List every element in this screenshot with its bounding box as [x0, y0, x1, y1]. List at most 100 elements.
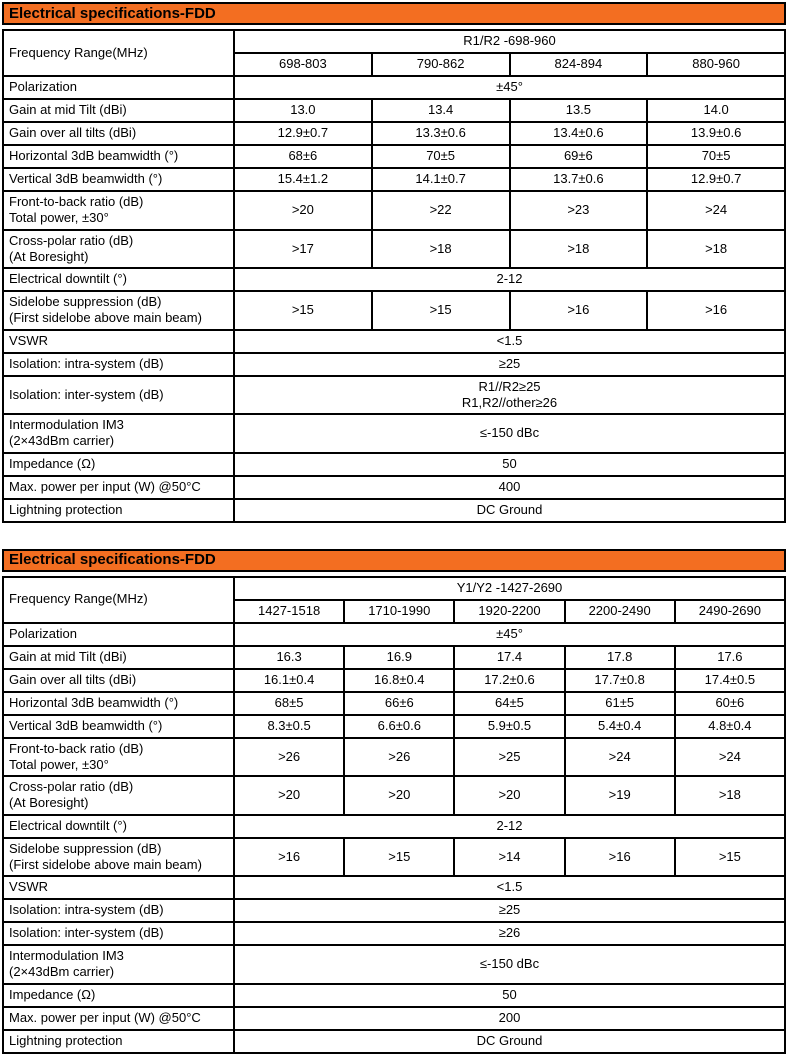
spec-value-cell: <1.5 [233, 875, 786, 900]
spec-value-cell: >20 [453, 775, 566, 816]
frequency-range-row: 698-803 790-862 824-894 880-960 [3, 52, 786, 77]
spec-value-cell: >24 [673, 736, 787, 777]
spec-value-cell: >16 [232, 836, 346, 877]
spec-label-cell: Cross-polar ratio (dB) (At Boresight) [2, 228, 235, 269]
spec-value-cell: >18 [370, 228, 511, 269]
spec-label-cell: Gain at mid Tilt (dBi) [2, 98, 235, 123]
spec-value-cell: 17.7±0.8 [563, 667, 676, 693]
spec-row: Max. power per input (W) @50°C 400 [2, 474, 786, 500]
spec-value-cell: ±45° [233, 75, 786, 100]
electrical-spec-section-r1r2: Electrical specifications-FDD Frequency … [2, 2, 786, 523]
spec-label-cell: Intermodulation IM3 (2×43dBm carrier) [2, 944, 235, 985]
spec-value-cell: 17.4±0.5 [673, 667, 787, 693]
spec-value-cell: ≥25 [233, 351, 786, 377]
spec-row: Horizontal 3dB beamwidth (°) 68±5 66±6 64±5… [2, 690, 787, 716]
spec-row: Cross-polar ratio (dB) (At Boresight) >20… [2, 775, 787, 816]
spec-label-cell: Vertical 3dB beamwidth (°) [2, 167, 235, 192]
frequency-range-cell: 2200-2490 [563, 598, 676, 624]
spec-value-cell: >15 [233, 290, 373, 331]
spec-value-cell: <1.5 [233, 328, 786, 354]
spec-value-cell: 16.3 [232, 644, 346, 670]
spec-value-cell: 14.1±0.7 [370, 167, 511, 192]
spec-row: Lightning protection DC Ground [2, 1028, 786, 1054]
spec-value-cell: 15.4±1.2 [233, 167, 373, 192]
electrical-spec-section-y1y2: Electrical specifications-FDD Frequency … [2, 548, 787, 1054]
spec-value-cell: ≤-150 dBc [233, 944, 786, 985]
spec-value-cell: >16 [563, 836, 676, 877]
frequency-range-cell: 824-894 [508, 52, 649, 77]
spec-label-cell: Isolation: inter-system (dB) [2, 921, 235, 946]
spec-label-cell: Polarization [2, 621, 235, 647]
spec-value-cell: 61±5 [563, 690, 676, 716]
spec-row: Max. power per input (W) @50°C 200 [2, 1005, 786, 1031]
spec-label-cell: Sidelobe suppression (dB) (First sidelob… [2, 290, 235, 331]
spec-value-cell: 200 [233, 1005, 786, 1031]
spec-value-cell: 13.5 [508, 98, 649, 123]
spec-value-cell: >14 [453, 836, 566, 877]
spec-label-cell: Electrical downtilt (°) [2, 813, 235, 839]
spec-label-cell: Gain over all tilts (dBi) [2, 121, 235, 146]
spec-value-cell: >18 [673, 775, 787, 816]
spec-row: Electrical downtilt (°) 2-12 [2, 813, 786, 839]
spec-row: Cross-polar ratio (dB) (At Boresight) >17… [2, 228, 786, 269]
section-header-bar: Electrical specifications-FDD [2, 548, 786, 572]
frequency-range-row: 1427-1518 1710-1990 1920-2200 2200-2490 2490… [3, 598, 787, 624]
spec-value-cell: 17.4 [453, 644, 566, 670]
spec-row: Vertical 3dB beamwidth (°) 15.4±1.2 14.1±0… [2, 167, 786, 192]
spec-row: Intermodulation IM3 (2×43dBm carrier) ≤-1… [2, 944, 786, 985]
spec-label-cell: Isolation: inter-system (dB) [2, 374, 235, 415]
spec-value-cell: ≥25 [233, 898, 786, 923]
spec-value-cell: 4.8±0.4 [673, 713, 787, 739]
section-title: Electrical specifications-FDD [9, 4, 216, 22]
spec-value-cell: >18 [646, 228, 786, 269]
spec-label-cell: Max. power per input (W) @50°C [2, 474, 235, 500]
spec-row: Sidelobe suppression (dB) (First sidelob… [2, 836, 787, 877]
spec-label-cell: VSWR [2, 875, 235, 900]
spec-value-cell: 17.2±0.6 [453, 667, 566, 693]
spec-row: Impedance (Ω) 50 [2, 982, 786, 1008]
spec-label-cell: Sidelobe suppression (dB) (First sidelob… [2, 836, 235, 877]
spec-row: Horizontal 3dB beamwidth (°) 68±6 70±5 69±6… [2, 144, 786, 169]
frequency-range-cell: 698-803 [233, 52, 373, 77]
spec-value-cell: ≤-150 dBc [233, 413, 786, 454]
spec-value-cell: >24 [563, 736, 676, 777]
spec-value-cell: 17.8 [563, 644, 676, 670]
frequency-range-cell: 880-960 [646, 52, 786, 77]
spec-value-cell: >16 [646, 290, 786, 331]
spec-label-cell: Cross-polar ratio (dB) (At Boresight) [2, 775, 235, 816]
spec-value-cell: 5.9±0.5 [453, 713, 566, 739]
spec-label-cell: VSWR [2, 328, 235, 354]
spec-value-cell: >18 [508, 228, 649, 269]
spec-label-cell: Front-to-back ratio (dB) Total power, ±3… [2, 736, 235, 777]
spec-value-cell: 66±6 [343, 690, 456, 716]
spec-value-cell: 17.6 [673, 644, 787, 670]
spec-value-cell: 8.3±0.5 [232, 713, 346, 739]
spec-label-cell: Impedance (Ω) [2, 982, 235, 1008]
spec-row: Gain at mid Tilt (dBi) 16.3 16.9 17.4 17.8 17… [2, 644, 787, 670]
spec-row: Front-to-back ratio (dB) Total power, ±3… [2, 190, 786, 231]
section-title: Electrical specifications-FDD [9, 551, 216, 568]
frequency-range-cell: 2490-2690 [673, 598, 787, 624]
spec-row: Electrical downtilt (°) 2-12 [2, 267, 786, 292]
spec-value-cell: 16.8±0.4 [343, 667, 456, 693]
spec-value-cell: >15 [370, 290, 511, 331]
spec-row: Gain at mid Tilt (dBi) 13.0 13.4 13.5 14.0 [2, 98, 786, 123]
frequency-group-cell: Y1/Y2 -1427-2690 [233, 575, 786, 601]
spec-row: Polarization ±45° [2, 621, 786, 647]
spec-value-cell: 2-12 [233, 813, 786, 839]
spec-row: Isolation: inter-system (dB) ≥26 [2, 921, 786, 946]
spec-row: Front-to-back ratio (dB) Total power, ±3… [2, 736, 787, 777]
frequency-group-cell: R1/R2 -698-960 [233, 29, 786, 54]
spec-label-cell: Polarization [2, 75, 235, 100]
spec-value-cell: 16.9 [343, 644, 456, 670]
spec-value-cell: >16 [508, 290, 649, 331]
spec-label-cell: Horizontal 3dB beamwidth (°) [2, 690, 235, 716]
spec-value-cell: 70±5 [370, 144, 511, 169]
spec-row: Impedance (Ω) 50 [2, 451, 786, 477]
spec-label-cell: Gain at mid Tilt (dBi) [2, 644, 235, 670]
spec-value-cell: >17 [233, 228, 373, 269]
spec-row: Vertical 3dB beamwidth (°) 8.3±0.5 6.6±0.6… [2, 713, 787, 739]
spec-label-cell: Impedance (Ω) [2, 451, 235, 477]
spec-row: Lightning protection DC Ground [2, 497, 786, 523]
spec-value-cell: >23 [508, 190, 649, 231]
